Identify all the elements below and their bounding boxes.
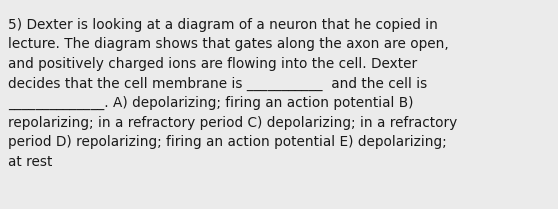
Text: 5) Dexter is looking at a diagram of a neuron that he copied in
lecture. The dia: 5) Dexter is looking at a diagram of a n…	[8, 18, 457, 169]
